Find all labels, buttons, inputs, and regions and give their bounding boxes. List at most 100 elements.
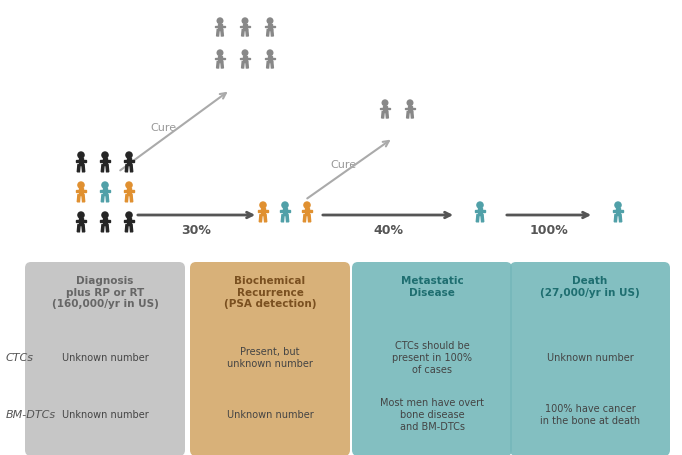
Bar [76,191,86,192]
Bar [283,208,287,215]
Circle shape [78,182,84,188]
Text: Most men have overt
bone disease
and BM-DTCs: Most men have overt bone disease and BM-… [380,399,484,432]
Polygon shape [106,165,108,172]
Polygon shape [386,111,389,118]
Bar [127,158,131,165]
Polygon shape [101,225,104,232]
Bar [218,56,222,61]
Polygon shape [271,61,273,68]
Circle shape [242,50,248,56]
Polygon shape [77,165,80,172]
Polygon shape [82,165,85,172]
Circle shape [304,202,310,208]
Polygon shape [246,30,248,36]
Polygon shape [82,225,85,232]
Bar [100,191,110,192]
Circle shape [382,100,388,106]
Bar [216,58,224,59]
Circle shape [78,212,84,218]
Circle shape [217,50,223,56]
Polygon shape [406,111,409,118]
Circle shape [126,182,132,188]
Bar [268,56,272,61]
Bar [478,208,482,215]
Polygon shape [411,111,413,118]
Circle shape [126,212,132,218]
Circle shape [282,202,288,208]
Text: Unknown number: Unknown number [547,353,634,363]
Bar [127,218,131,225]
Polygon shape [267,61,269,68]
Text: Diagnosis
plus RP or RT
(160,000/yr in US): Diagnosis plus RP or RT (160,000/yr in U… [52,276,158,309]
Circle shape [407,100,413,106]
Polygon shape [77,195,80,202]
Bar [79,188,83,195]
Circle shape [102,182,108,188]
Circle shape [615,202,621,208]
Polygon shape [130,225,133,232]
Polygon shape [130,165,133,172]
Bar [305,208,309,215]
Bar [265,58,275,59]
Polygon shape [125,165,128,172]
Text: Biochemical
Recurrence
(PSA detection): Biochemical Recurrence (PSA detection) [224,276,316,309]
Circle shape [267,18,273,24]
Circle shape [217,18,223,24]
Text: Unknown number: Unknown number [61,353,149,363]
Polygon shape [77,225,80,232]
Polygon shape [221,61,224,68]
Polygon shape [241,30,244,36]
Bar [216,25,224,27]
Bar [408,106,412,111]
Text: Cure: Cure [330,160,356,170]
Bar [381,108,389,109]
Polygon shape [221,30,224,36]
Polygon shape [308,215,311,222]
Text: Death
(27,000/yr in US): Death (27,000/yr in US) [540,276,640,298]
Text: Unknown number: Unknown number [61,410,149,420]
Polygon shape [217,61,219,68]
Polygon shape [271,30,273,36]
Bar [103,158,107,165]
Text: 100%: 100% [530,224,568,238]
Polygon shape [106,195,108,202]
Bar [243,56,247,61]
Circle shape [126,152,132,158]
Circle shape [102,152,108,158]
Polygon shape [125,195,128,202]
Bar [79,218,83,225]
Bar [100,161,110,162]
Polygon shape [481,215,484,222]
Bar [124,221,134,222]
Polygon shape [101,195,104,202]
Bar [79,158,83,165]
Polygon shape [382,111,384,118]
Circle shape [260,202,266,208]
Bar [218,24,222,30]
Polygon shape [101,165,104,172]
Text: Metastatic
Disease: Metastatic Disease [400,276,463,298]
Circle shape [267,50,273,56]
FancyBboxPatch shape [352,262,512,455]
Bar [124,191,134,192]
Polygon shape [286,215,288,222]
Circle shape [242,18,248,24]
FancyBboxPatch shape [25,262,185,455]
Bar [383,106,387,111]
Text: Present, but
unknown number: Present, but unknown number [227,347,313,369]
Bar [127,188,131,195]
Circle shape [102,212,108,218]
Text: BM-DTCs: BM-DTCs [6,410,56,420]
Polygon shape [264,215,267,222]
Bar [261,208,265,215]
Polygon shape [217,30,219,36]
Polygon shape [619,215,622,222]
Bar [616,208,620,215]
Text: Cure: Cure [150,123,176,133]
Polygon shape [476,215,479,222]
Circle shape [78,152,84,158]
Text: 40%: 40% [373,224,403,238]
Polygon shape [241,61,244,68]
Bar [475,211,485,212]
Polygon shape [614,215,617,222]
